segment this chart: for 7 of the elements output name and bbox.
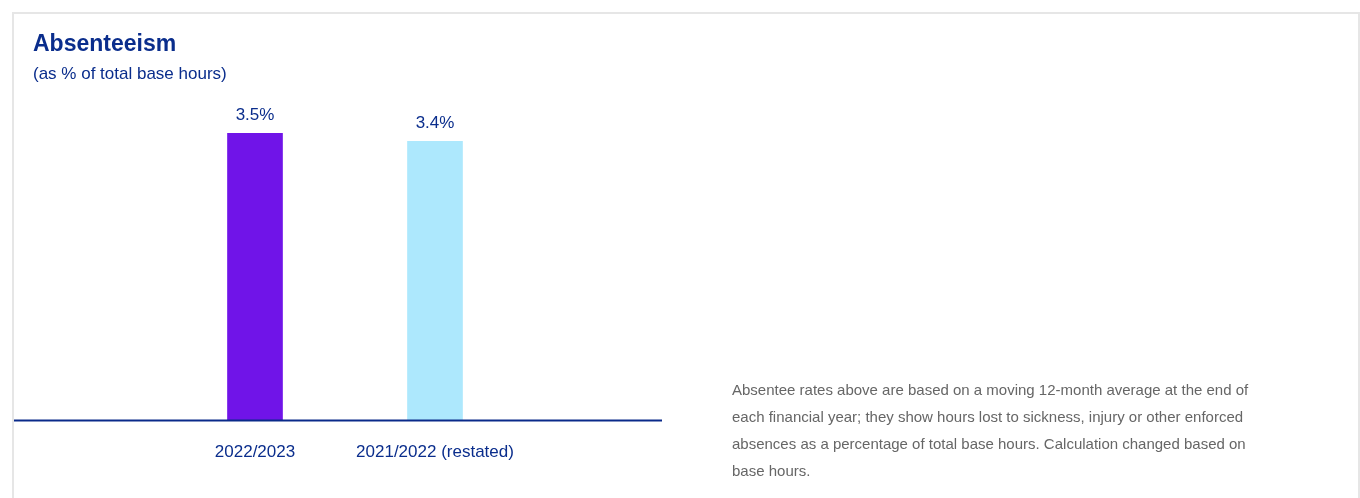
x-tick-label: 2022/2023 [214, 442, 296, 462]
data-label: 3.5% [235, 105, 275, 125]
x-tick-label: 2021/2022 (restated) [356, 442, 514, 462]
text: Absentee rates above are based on a moving 12-month average at the end of each financial year; they show hours lost to sickness, injury or other enforced absences as a percentage of total base hours. Calculation changed based on base hours. [732, 380, 1250, 481]
data-label: 3.4% [415, 113, 455, 133]
chart-title: Absenteeism [33, 30, 177, 57]
chart-subtitle: (as % of total base hours) [33, 64, 227, 84]
